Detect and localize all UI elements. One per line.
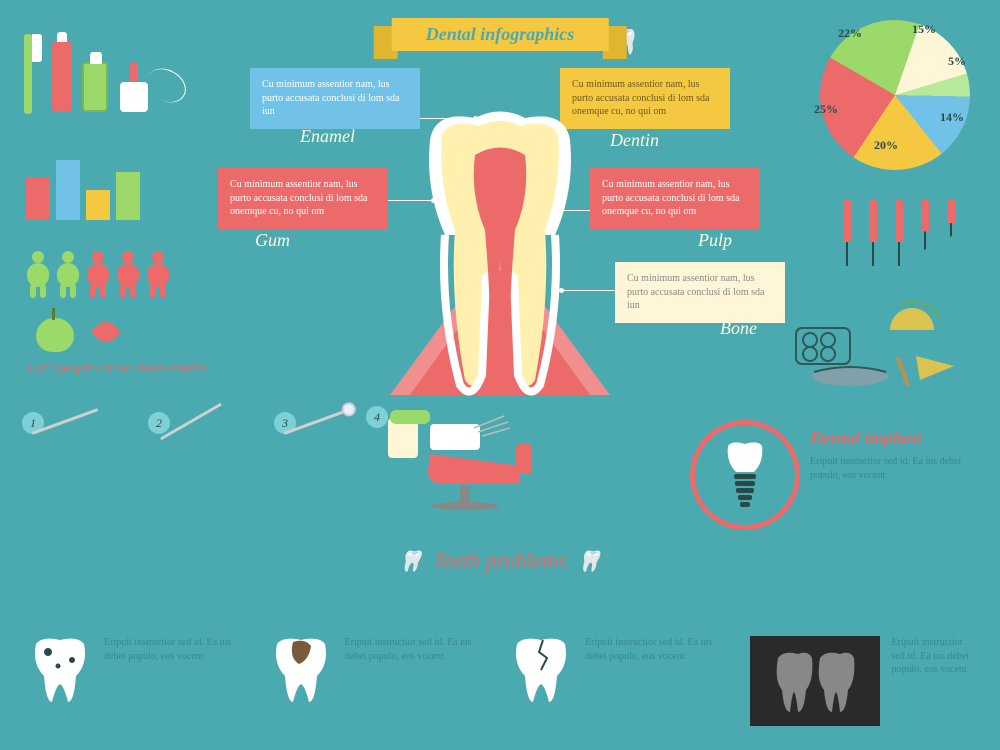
- tooth-heart-icon: 🦷: [577, 549, 602, 574]
- syringe-icon: [864, 200, 882, 270]
- label-gum: Gum: [255, 230, 290, 251]
- pie-label: 14%: [940, 110, 964, 125]
- problem-spots: Eripuit instructior sed id. Ea ius debet…: [28, 636, 251, 726]
- label-bone: Bone: [720, 318, 757, 339]
- tool-number: 4: [366, 406, 388, 428]
- tooth-anatomy-diagram: [380, 100, 620, 400]
- dental-chair-icon: 4: [370, 410, 540, 510]
- bar: [116, 172, 140, 220]
- callout-text: Cu minimum assentior nam, lus purto accu…: [230, 179, 367, 217]
- callout-gum: Cu minimum assentior nam, lus purto accu…: [218, 168, 388, 229]
- implant-text: Dental implant Eripuit instructior sed i…: [810, 428, 970, 482]
- problems-heading: 🦷 Teeth problems 🦷: [398, 548, 601, 574]
- tooth-heart-icon: 🦷: [398, 549, 423, 574]
- pie-chart: 22%15%5%14%20%25%: [820, 20, 970, 170]
- implant-body: Eripuit instructior sed id. Ea ius debet…: [810, 455, 970, 482]
- bar: [56, 160, 80, 220]
- problem-text: Eripuit instructior sed id. Ea ius debet…: [345, 636, 492, 663]
- problem-text: Eripuit instructior sed id. Ea ius debet…: [104, 636, 251, 663]
- problem-text: Eripuit instructior sed id. Ea ius debet…: [892, 636, 973, 677]
- bar: [26, 178, 50, 220]
- syringe-icon: [942, 200, 960, 239]
- problem-crack: Eripuit instructior sed id. Ea ius debet…: [509, 636, 732, 726]
- pie-label: 5%: [948, 54, 966, 69]
- callout-text: Cu minimum assentior nam, lus purto accu…: [262, 79, 399, 117]
- candy-icon: [96, 322, 116, 342]
- syringes-row: [838, 200, 960, 270]
- syringe-icon: [890, 200, 908, 270]
- apple-icon: [36, 318, 74, 352]
- tool-2: 2: [156, 420, 226, 423]
- mini-bar-chart: [26, 150, 140, 220]
- pie-label: 15%: [912, 22, 936, 37]
- person-icon: [86, 250, 110, 300]
- toothpaste-icon: [52, 42, 72, 112]
- tool-number: 2: [148, 412, 170, 434]
- person-icon: [56, 250, 80, 300]
- person-icon: [26, 250, 50, 300]
- problem-text: Eripuit instructior sed id. Ea ius debet…: [585, 636, 732, 663]
- tool-3: 3: [282, 420, 352, 423]
- candy-caption: 3 of 5 people eat too much candies: [26, 360, 207, 376]
- implant-title: Dental implant: [810, 428, 970, 449]
- pie-label: 22%: [838, 26, 862, 41]
- floss-icon: [120, 82, 148, 112]
- bar: [86, 190, 110, 220]
- callout-text: Cu minimum assentior nam, lus purto accu…: [627, 273, 764, 311]
- problem-cavity: Eripuit instructior sed id. Ea ius debet…: [269, 636, 492, 726]
- people-pictogram: [26, 250, 170, 300]
- implant-badge: [690, 420, 800, 530]
- callout-text: Cu minimum assentior nam, lus purto accu…: [602, 179, 739, 217]
- syringe-icon: [838, 200, 856, 270]
- hygiene-icons: [24, 24, 184, 124]
- syringe-icon: [916, 200, 934, 253]
- problem-xray: Eripuit instructior sed id. Ea ius debet…: [750, 636, 973, 726]
- label-pulp: Pulp: [698, 230, 732, 251]
- label-enamel: Enamel: [300, 126, 355, 147]
- pie-label: 20%: [874, 138, 898, 153]
- title-text: Dental infographics: [392, 18, 609, 51]
- person-icon: [116, 250, 140, 300]
- tool-1: 1: [30, 420, 100, 423]
- food-icons: [790, 300, 960, 390]
- person-icon: [146, 250, 170, 300]
- toothbrush-icon: [24, 34, 32, 114]
- xray-image: [750, 636, 880, 726]
- dental-tools: 1 2 3: [30, 420, 352, 423]
- problems-row: Eripuit instructior sed id. Ea ius debet…: [28, 636, 972, 726]
- pie-label: 25%: [814, 102, 838, 117]
- callout-bone: Cu minimum assentior nam, lus purto accu…: [615, 262, 785, 323]
- problems-title: Teeth problems: [433, 548, 566, 574]
- title-banner: Dental infographics: [392, 18, 609, 51]
- mouthwash-icon: [82, 62, 108, 112]
